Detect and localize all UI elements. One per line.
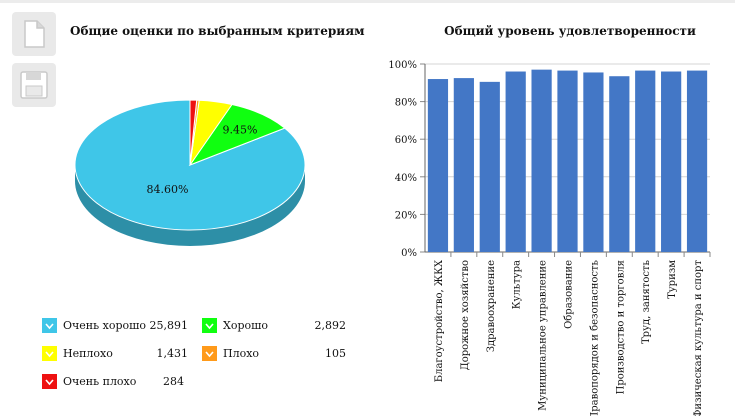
bar[interactable] — [453, 78, 474, 252]
y-tick-label: 100% — [388, 60, 417, 71]
legend-value: 1,431 — [156, 347, 189, 360]
pie-data-label: 84.60% — [147, 183, 189, 196]
x-tick-label: Правопорядок и безопасность — [589, 259, 600, 416]
pie-chart: 84.60% 9.45% — [74, 99, 306, 246]
x-tick-label: Туризм — [667, 260, 678, 299]
bar[interactable] — [635, 70, 656, 252]
bar[interactable] — [427, 79, 449, 252]
legend-value: 25,891 — [149, 319, 189, 332]
bar[interactable] — [531, 69, 552, 252]
legend-item-not-bad[interactable]: Неплохо 1,431 — [42, 346, 192, 364]
bar-chart-title: Общий уровень удовлетворенности — [444, 24, 696, 38]
y-tick-label: 0% — [401, 248, 417, 259]
check-icon — [202, 318, 217, 333]
x-tick-label: Благоустройство, ЖКХ — [434, 259, 445, 382]
legend-label: Хорошо — [223, 319, 268, 332]
document-icon[interactable] — [12, 12, 56, 56]
check-icon — [202, 346, 217, 361]
legend-label: Очень плохо — [63, 375, 137, 388]
pie-slice[interactable] — [189, 99, 198, 166]
bar[interactable] — [583, 72, 604, 253]
bar[interactable] — [479, 81, 500, 252]
y-tick-label: 80% — [395, 98, 417, 109]
bar[interactable] — [557, 70, 578, 252]
legend-item-good[interactable]: Хорошо 2,892 — [202, 318, 352, 336]
y-tick-label: 60% — [395, 135, 417, 146]
legend-item-very-bad[interactable]: Очень плохо 284 — [42, 374, 192, 392]
check-icon — [42, 374, 57, 389]
save-icon[interactable] — [12, 63, 56, 107]
legend-item-very-good[interactable]: Очень хорошо 25,891 — [42, 318, 192, 336]
y-tick-label: 40% — [395, 173, 417, 184]
x-tick-label: Культура — [512, 260, 523, 309]
x-tick-label: Производство и торговля — [615, 260, 626, 394]
legend-value: 284 — [163, 375, 184, 388]
check-icon — [42, 346, 57, 361]
x-tick-label: Муниципальное управление — [538, 260, 549, 411]
legend-value: 2,892 — [314, 319, 347, 332]
x-tick-label: Здравоохранение — [486, 260, 497, 352]
pie-data-label: 9.45% — [223, 123, 258, 136]
x-tick-label: Труд, занятость — [641, 259, 652, 344]
bar-chart: 0% 20% 40% 60% 80% 100% Благоустройство, ЖКХ До… — [388, 60, 711, 416]
legend-label: Плохо — [223, 347, 260, 360]
pie-chart-title: Общие оценки по выбранным критериям — [70, 24, 365, 38]
y-tick-label: 20% — [395, 210, 417, 221]
legend-item-bad[interactable]: Плохо 105 — [202, 346, 352, 364]
bar[interactable] — [609, 76, 630, 252]
legend-label: Очень хорошо — [63, 319, 146, 332]
legend-label: Неплохо — [63, 347, 113, 360]
bar[interactable] — [686, 70, 708, 252]
legend-value: 105 — [325, 347, 346, 360]
x-tick-label: Образование — [564, 260, 575, 329]
x-tick-label: Физическая культура и спорт — [693, 260, 704, 416]
top-border — [0, 0, 735, 3]
pie-slice-side — [75, 165, 305, 246]
bar[interactable] — [505, 71, 526, 252]
bar[interactable] — [661, 71, 682, 252]
x-tick-label: Дорожное хозяйство — [460, 260, 471, 370]
check-icon — [42, 318, 57, 333]
